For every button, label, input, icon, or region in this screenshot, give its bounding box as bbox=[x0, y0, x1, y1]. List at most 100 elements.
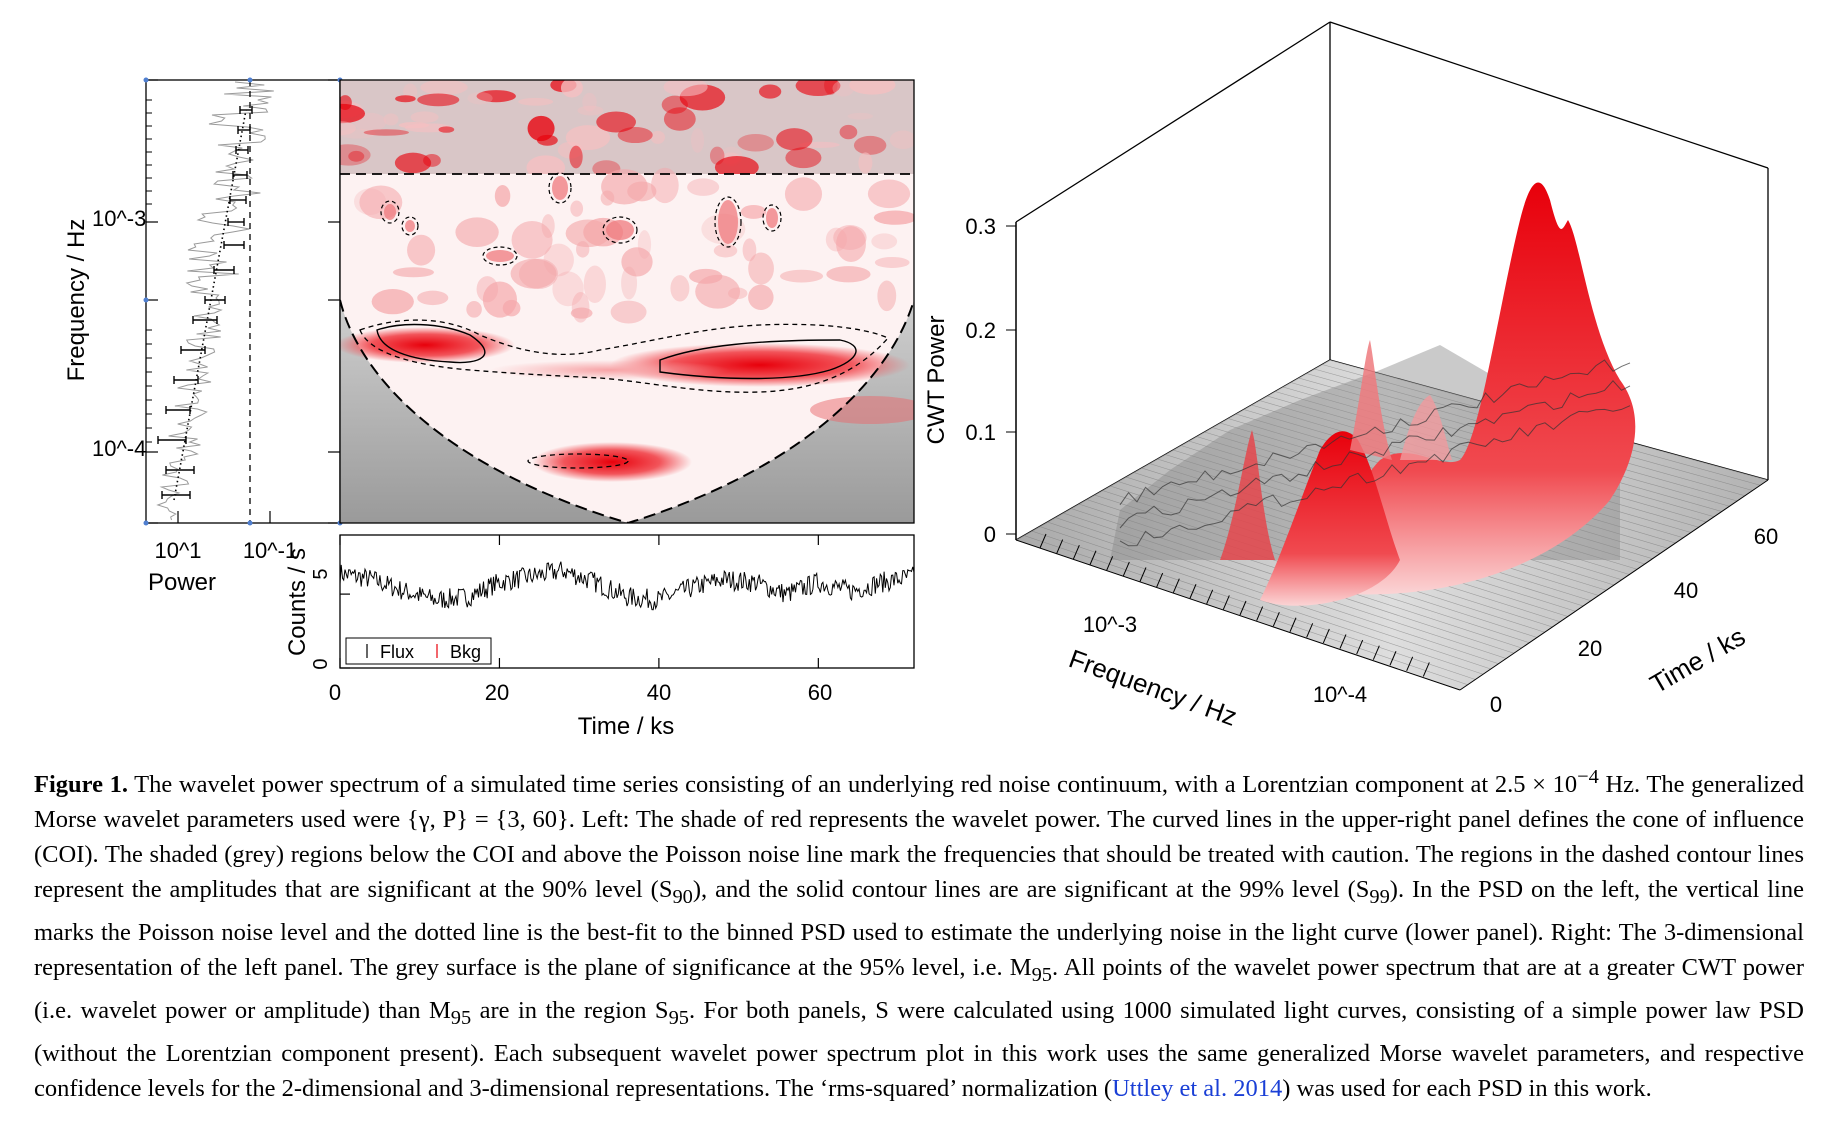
freq-tick-1e-3: 10^-3 bbox=[1083, 612, 1137, 637]
z-tick-0.3: 0.3 bbox=[965, 214, 996, 239]
poisson-texture-blob-57 bbox=[661, 95, 688, 114]
poisson-texture-blob-19 bbox=[663, 107, 696, 131]
poisson-texture-blob-42 bbox=[438, 126, 455, 133]
poisson-texture-blob-56 bbox=[832, 80, 855, 97]
time-axis bbox=[1459, 479, 1769, 691]
citation-link-uttley-2014[interactable]: Uttley et al. 2014 bbox=[1112, 1074, 1283, 1102]
caption-sub-m95b: 95 bbox=[450, 1006, 472, 1029]
poisson-texture-blob-49 bbox=[824, 80, 838, 95]
power-blob-42 bbox=[482, 281, 518, 318]
poisson-texture-blob-33 bbox=[737, 133, 774, 152]
freq-minor-tick-16 bbox=[1306, 623, 1314, 638]
power-hotspot-4 bbox=[486, 250, 514, 262]
freq-minor-tick-21 bbox=[1389, 651, 1397, 666]
psd-handle-0 bbox=[143, 77, 149, 83]
poisson-texture-blob-36 bbox=[394, 152, 432, 174]
lc-xtick-0: 0 bbox=[329, 680, 341, 705]
poisson-texture-blob-26 bbox=[383, 113, 399, 126]
freq-minor-tick-11 bbox=[1222, 595, 1230, 610]
floor-line-2 bbox=[1031, 530, 1476, 680]
freq-minor-tick-7 bbox=[1156, 572, 1164, 588]
power-blob-10 bbox=[570, 200, 584, 217]
psd-frame bbox=[145, 79, 341, 524]
caption-sub-90: 90 bbox=[672, 886, 693, 909]
contour-small-3 bbox=[762, 204, 782, 232]
lc-xtick-20: 20 bbox=[485, 680, 509, 705]
time-tick-0: 0 bbox=[1490, 692, 1502, 717]
freq-minor-tick-14 bbox=[1272, 611, 1280, 627]
legend-flux-label: Flux bbox=[380, 642, 414, 662]
power-blob-54 bbox=[836, 226, 866, 262]
lightcurve-panel: Flux Bkg 5 0 Counts / s 0 20 40 60 Time … bbox=[284, 534, 915, 740]
power-blob-27 bbox=[877, 280, 897, 312]
poisson-texture-blob-47 bbox=[650, 130, 666, 144]
wavelet-power-blobs bbox=[353, 167, 914, 324]
poisson-texture-blob-41 bbox=[340, 121, 357, 136]
psd-xtick-10-m1: 10^-1 bbox=[243, 538, 297, 563]
psd-ytick-1e-4: 10^-4 bbox=[92, 436, 146, 461]
lc-ylabel: Counts / s bbox=[284, 548, 311, 656]
freq-minor-tick-23 bbox=[1422, 662, 1430, 677]
contour-s99-left bbox=[376, 323, 486, 364]
poisson-texture-blob-55 bbox=[527, 115, 555, 142]
significance-ridge-2 bbox=[1119, 405, 1631, 547]
psd-ytick-1e-3: 10^-3 bbox=[92, 206, 146, 231]
psd-ylabel: Frequency / Hz bbox=[63, 219, 90, 382]
contour-small-6 bbox=[401, 216, 419, 236]
3d-minor-peak-1 bbox=[1220, 430, 1275, 560]
poisson-texture-blob-37 bbox=[410, 111, 439, 123]
caption-text-5: . All points of the wavelet power spectr… bbox=[34, 954, 1804, 1024]
power-blob-7 bbox=[740, 204, 767, 219]
power-blob-45 bbox=[867, 179, 911, 209]
power-blob-11 bbox=[874, 256, 910, 268]
power-blob-46 bbox=[511, 221, 553, 259]
freq-minor-tick-2 bbox=[1072, 544, 1080, 560]
power-blob-2 bbox=[407, 234, 436, 266]
poisson-texture-blob-51 bbox=[569, 145, 583, 169]
3d-minor-peak-3 bbox=[1400, 395, 1452, 460]
power-blob-49 bbox=[784, 177, 823, 211]
freq-minor-tick-17 bbox=[1322, 628, 1330, 644]
poisson-texture-blob-30 bbox=[839, 124, 858, 140]
freq-minor-tick-10 bbox=[1206, 589, 1214, 605]
psd-binned-points bbox=[157, 106, 253, 499]
poisson-texture-blob-46 bbox=[714, 156, 759, 179]
psd-panel: 10^-3 10^-4 10^1 10^-1 Power Frequency /… bbox=[63, 77, 343, 596]
contour-small-1 bbox=[602, 216, 638, 244]
power-hotspot-0 bbox=[552, 176, 568, 200]
poisson-texture-blob-25 bbox=[858, 152, 873, 174]
power-blob-40 bbox=[871, 233, 898, 250]
power-hotspot-2 bbox=[718, 200, 738, 244]
freq-minor-tick-18 bbox=[1339, 634, 1347, 649]
caption-sub-m95a: 95 bbox=[1031, 963, 1052, 986]
freq-minor-ticks bbox=[1039, 533, 1430, 677]
power-blob-30 bbox=[748, 284, 774, 311]
freq-minor-tick-1 bbox=[1056, 539, 1064, 554]
power-blob-44 bbox=[748, 252, 774, 285]
time-tick-60: 60 bbox=[1754, 524, 1778, 549]
significance-ridge-0 bbox=[1119, 359, 1631, 506]
lc-xtick-60: 60 bbox=[808, 680, 832, 705]
ridge-left bbox=[340, 327, 515, 363]
power-blob-41 bbox=[583, 265, 606, 304]
caption-label: Figure 1. bbox=[34, 771, 128, 799]
poisson-texture-blob-45 bbox=[340, 128, 376, 139]
wavelet-3d-panel: 0 0.1 0.2 0.3 CWT Power 10^-3 10^-4 Freq… bbox=[923, 21, 1778, 732]
z-tick-0.2: 0.2 bbox=[965, 318, 996, 343]
power-blob-38 bbox=[651, 167, 679, 204]
power-blob-51 bbox=[417, 290, 449, 306]
figure-caption: Figure 1. The wavelet power spectrum of … bbox=[34, 760, 1804, 1106]
power-blob-39 bbox=[742, 238, 757, 262]
poisson-texture-blob-11 bbox=[417, 93, 460, 107]
poisson-texture-blob-54 bbox=[663, 80, 708, 97]
power-blob-19 bbox=[621, 247, 653, 277]
poisson-texture-blob-31 bbox=[577, 105, 604, 116]
time-label: Time / ks bbox=[1645, 621, 1750, 699]
freq-minor-tick-5 bbox=[1122, 561, 1130, 577]
poisson-texture-blob-21 bbox=[853, 135, 887, 155]
caption-text-1: The wavelet power spectrum of a simulate… bbox=[127, 771, 1578, 799]
poisson-texture-blob-3 bbox=[476, 90, 516, 103]
time-tick-20: 20 bbox=[1578, 636, 1602, 661]
freq-axis bbox=[1015, 539, 1461, 691]
power-blob-20 bbox=[510, 258, 557, 289]
